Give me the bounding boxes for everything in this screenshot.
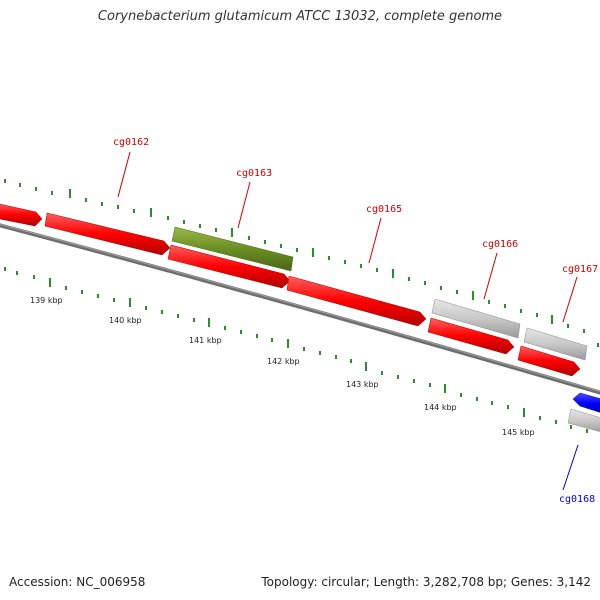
leader-line-cg0163	[237, 181, 251, 229]
gene-arrow-cg0161[interactable]	[0, 203, 43, 227]
gene-label-cg0166[interactable]: cg0166	[482, 239, 518, 250]
gene-arrow-cg0166b[interactable]	[427, 317, 515, 355]
gene-arrow-cg0164[interactable]	[167, 244, 291, 289]
inner-tick-row	[4, 267, 588, 433]
gene-label-cg0165[interactable]: cg0165	[366, 204, 402, 215]
genome-stats-label: Topology: circular; Length: 3,282,708 bp…	[261, 575, 591, 589]
gene-bar-cg0167[interactable]	[523, 327, 588, 361]
scale-label-144kbp: 144 kbp	[424, 403, 457, 412]
leader-line-cg0168	[562, 444, 579, 491]
scale-label-142kbp: 142 kbp	[267, 357, 300, 366]
leader-line-cg0166	[483, 252, 498, 300]
gene-label-cg0167[interactable]: cg0167	[562, 264, 598, 275]
accession-label: Accession: NC_006958	[9, 575, 146, 589]
gene-label-cg0162[interactable]: cg0162	[113, 137, 149, 148]
gene-arrow-cg0167b[interactable]	[517, 345, 581, 377]
gene-bar-cg0168b[interactable]	[567, 408, 600, 433]
scale-label-140kbp: 140 kbp	[109, 316, 142, 325]
leader-line-cg0167	[562, 276, 578, 323]
scale-label-143kbp: 143 kbp	[346, 380, 379, 389]
gene-arrow-cg0162[interactable]	[44, 212, 171, 256]
leader-line-cg0162	[117, 151, 131, 198]
outer-tick-row	[4, 179, 599, 347]
genome-backbone-highlight	[0, 223, 600, 393]
leader-line-cg0165	[368, 217, 382, 264]
gene-arrow-cg0165[interactable]	[286, 275, 427, 327]
gene-bar-cg0163[interactable]	[171, 226, 294, 272]
gene-label-cg0168[interactable]: cg0168	[559, 494, 595, 505]
genome-backbone	[0, 223, 600, 395]
gene-arrow-cg0168[interactable]	[572, 392, 600, 414]
scale-label-145kbp: 145 kbp	[502, 428, 535, 437]
map-title: Corynebacterium glutamicum ATCC 13032, c…	[97, 9, 503, 24]
gene-label-cg0163[interactable]: cg0163	[236, 168, 272, 179]
gene-bar-cg0166[interactable]	[431, 298, 521, 339]
scale-label-141kbp: 141 kbp	[189, 336, 222, 345]
scale-label-139kbp: 139 kbp	[30, 296, 63, 305]
